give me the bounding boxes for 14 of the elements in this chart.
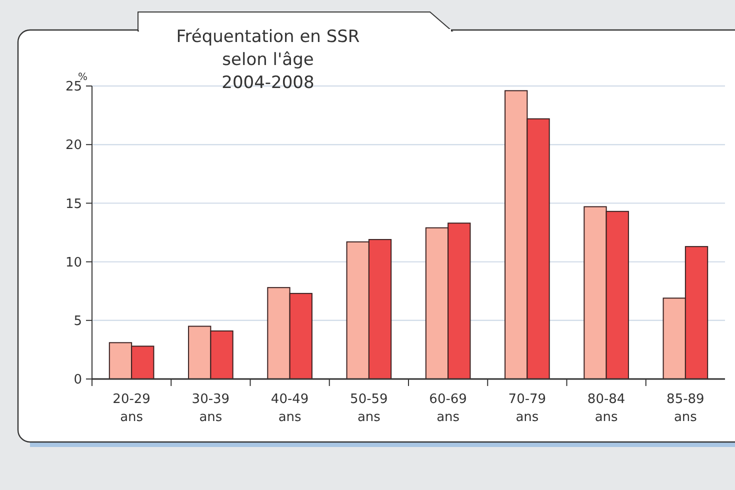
y-tick-label: 20: [65, 138, 82, 154]
x-tick-label: 30-39 ans: [192, 392, 230, 425]
x-tick-label: 20-29 ans: [112, 392, 150, 425]
y-tick-label: 10: [65, 255, 82, 270]
chart-title: Fréquentation en SSR selon l'âge 2004-2008: [176, 27, 360, 93]
y-tick-label: 15: [65, 196, 82, 212]
x-tick-label: 85-89 ans: [666, 392, 704, 425]
x-tick-label: 80-84 ans: [587, 392, 626, 425]
y-tick-label: 0: [74, 372, 82, 388]
x-tick-label: 60-69 ans: [429, 392, 467, 425]
y-tick-label: 5: [74, 314, 82, 329]
x-tick-label: 50-59 ans: [350, 392, 388, 425]
x-tick-label: 40-49 ans: [270, 392, 309, 425]
x-tick-label: 70-79 ans: [508, 392, 546, 425]
